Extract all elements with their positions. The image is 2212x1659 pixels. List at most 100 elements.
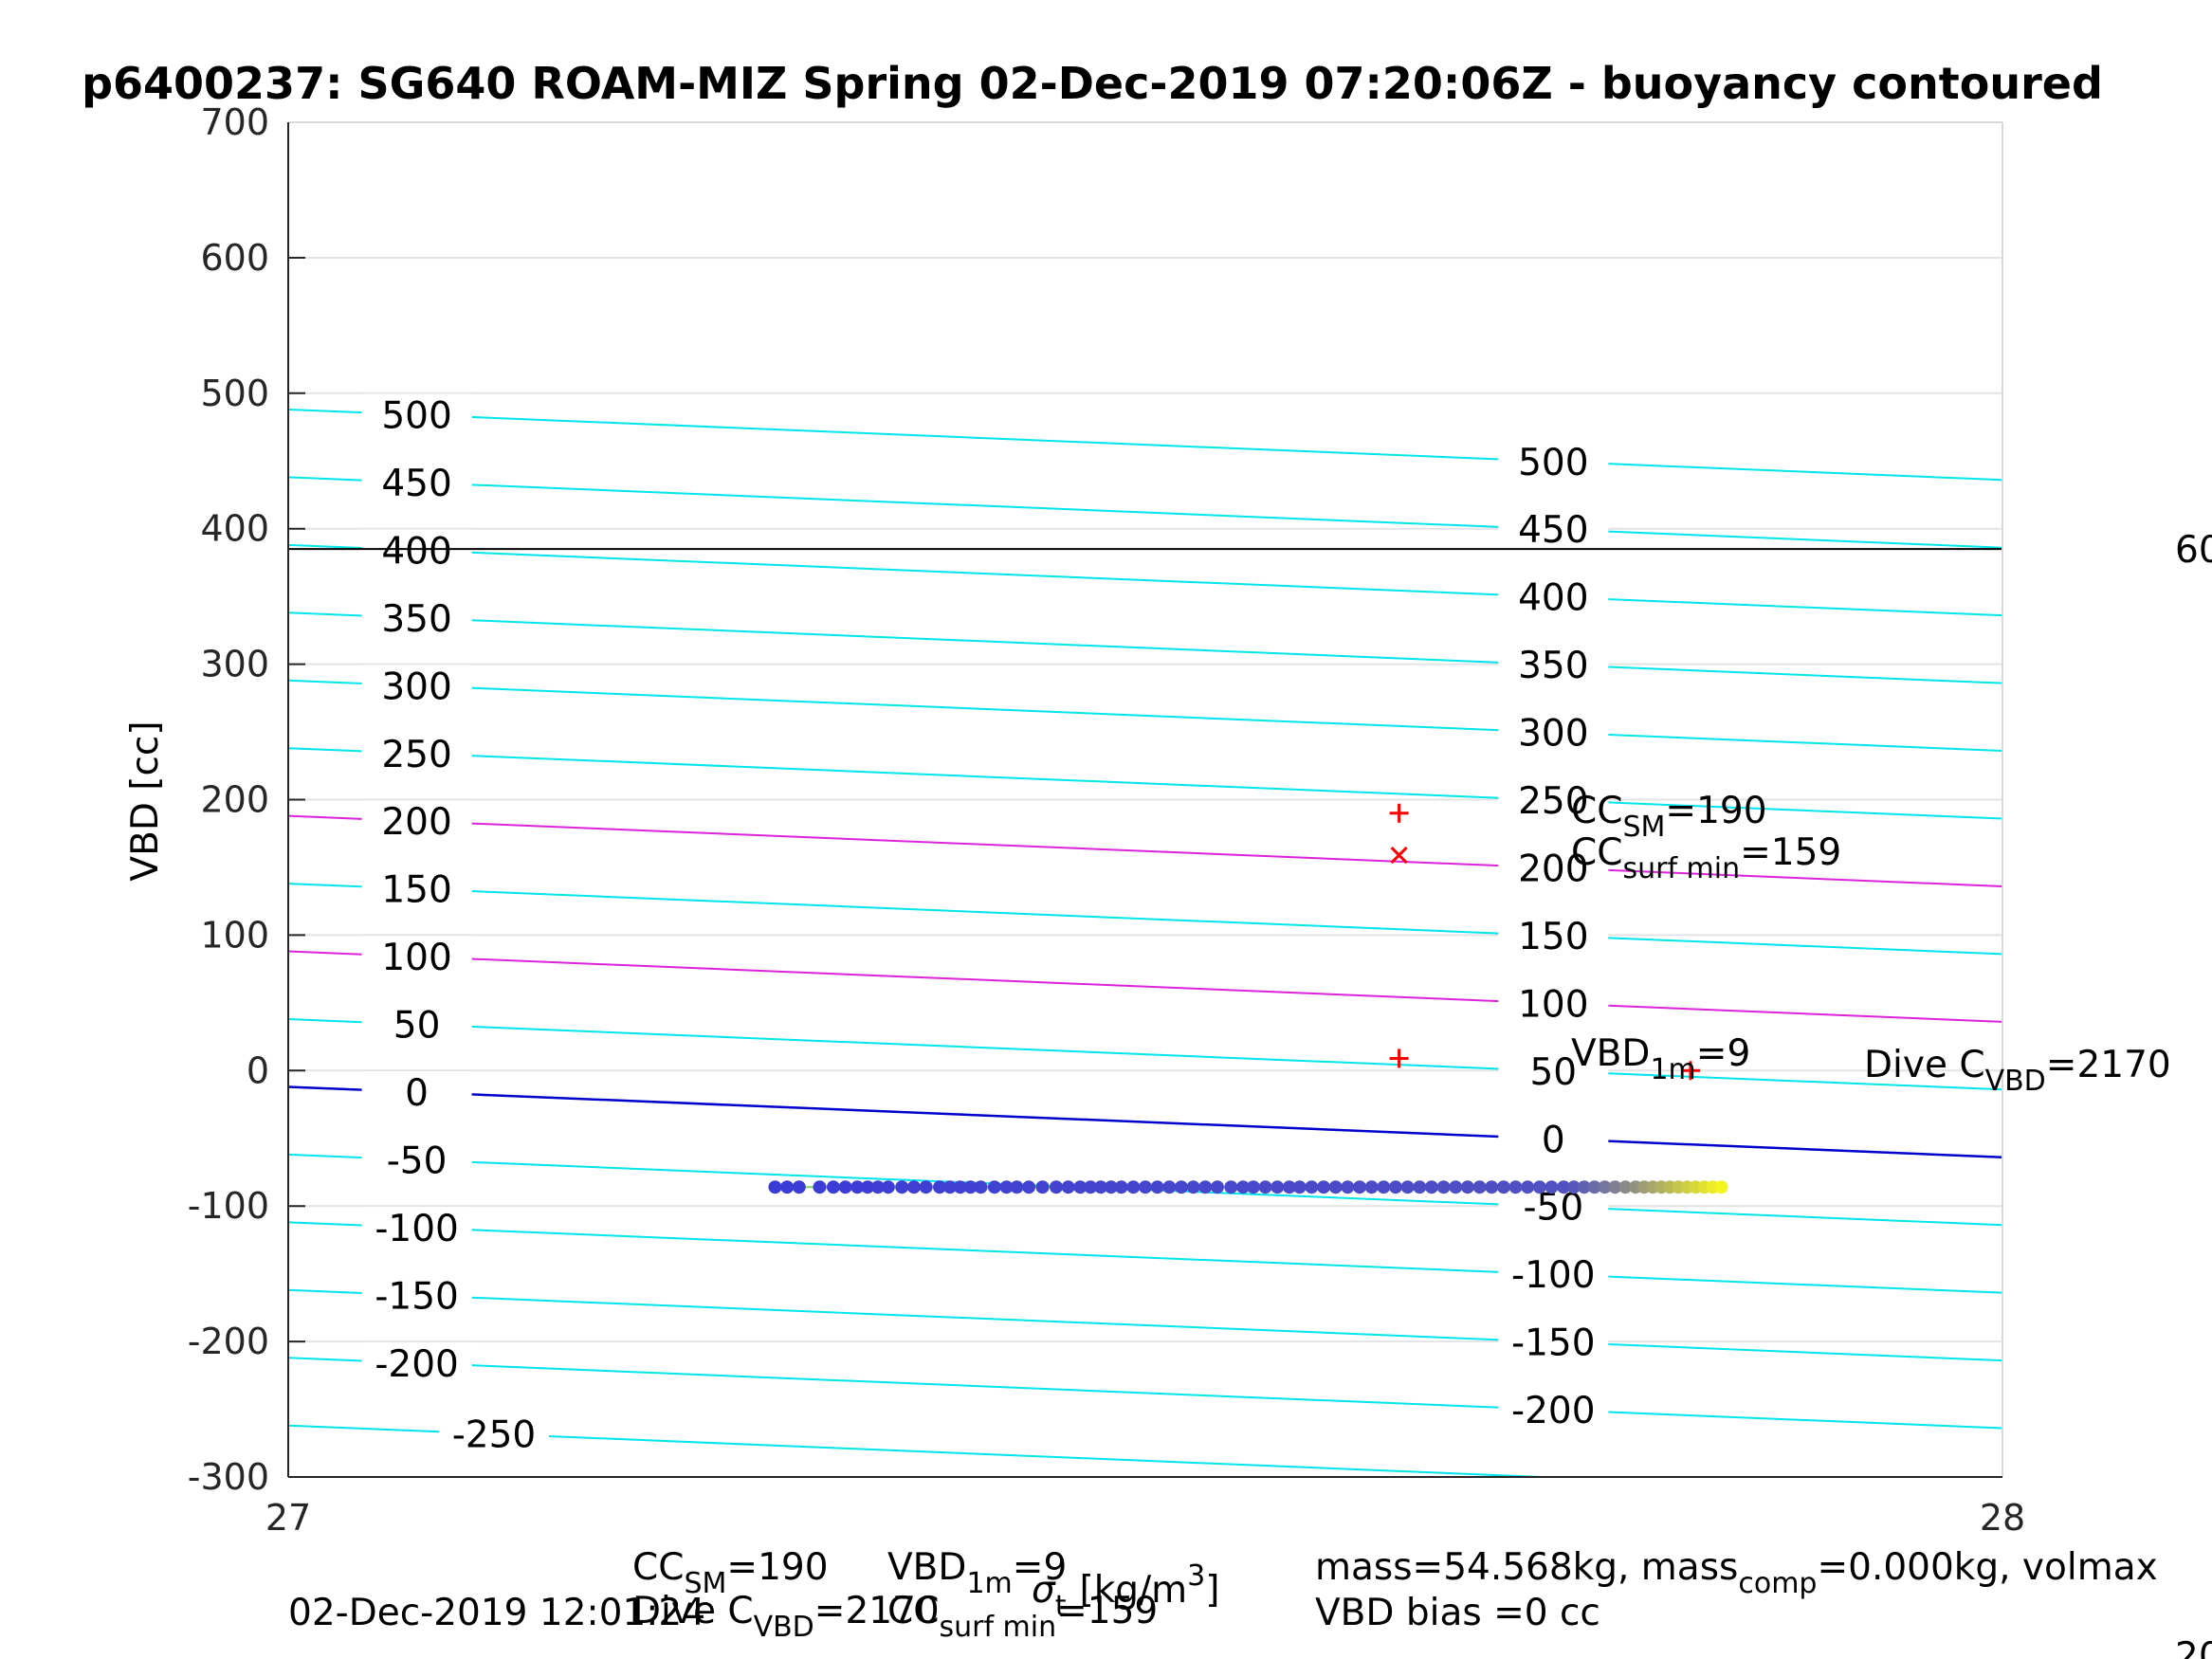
- x-tick-label: 27: [265, 1497, 311, 1539]
- data-point: [1388, 1180, 1402, 1194]
- data-point: [850, 1180, 865, 1194]
- contour-label-bg: [361, 1071, 472, 1114]
- data-point: [1508, 1180, 1523, 1194]
- data-point: [895, 1180, 909, 1194]
- footer-corner-value: 20: [2175, 1635, 2212, 1659]
- contour-label: -200: [375, 1343, 459, 1386]
- data-point: [1174, 1180, 1188, 1194]
- data-point: [1545, 1180, 1559, 1194]
- data-point: [1061, 1180, 1075, 1194]
- contour-label: -250: [452, 1414, 537, 1457]
- data-point: [1618, 1180, 1633, 1194]
- contour-label: 100: [1518, 983, 1588, 1026]
- contour-label-bg: [361, 1003, 472, 1046]
- data-point: [987, 1180, 1001, 1194]
- data-point: [933, 1180, 947, 1194]
- data-point: [1460, 1180, 1474, 1194]
- contour-label: 50: [1529, 1051, 1577, 1094]
- contour-label: -50: [1523, 1187, 1583, 1230]
- contour-line: [287, 679, 2003, 753]
- contour-label-bg: [1498, 1118, 1609, 1160]
- contour-label: -150: [1511, 1322, 1596, 1365]
- contour-line: [287, 611, 2003, 684]
- data-point: [881, 1180, 895, 1194]
- contour-label: 500: [381, 395, 451, 438]
- data-point: [1472, 1180, 1487, 1194]
- y-tick-label: -200: [188, 1321, 269, 1362]
- y-tick-label: 100: [200, 914, 269, 956]
- contour-label: 250: [381, 734, 451, 776]
- contour-line: [287, 543, 2003, 617]
- data-point: [1577, 1180, 1591, 1194]
- data-point: [1022, 1180, 1036, 1194]
- data-point: [1126, 1180, 1141, 1194]
- data-point: [1317, 1180, 1331, 1194]
- contour-label-bg: [361, 461, 472, 503]
- contour-label-bg: [361, 867, 472, 910]
- contour-labels: -250 -200 -150 -100 -50 0 50 100 150 200 250 300 350…: [361, 393, 1609, 1457]
- contour-label-bg: [361, 393, 472, 436]
- contour-label-bg: [1498, 779, 1609, 822]
- contour-label-bg: [361, 1139, 472, 1181]
- contour-label-bg: [438, 1413, 549, 1455]
- contour-line: [287, 883, 2003, 956]
- data-point: [1424, 1180, 1438, 1194]
- contour-label: 300: [1518, 713, 1588, 756]
- data-point: [861, 1180, 875, 1194]
- contour-label: 350: [1518, 645, 1588, 687]
- red-markers: [1389, 803, 1700, 1081]
- contour-label: 100: [381, 937, 451, 979]
- x-tick-label: 28: [1980, 1497, 2025, 1539]
- contour-label: 400: [1518, 577, 1588, 620]
- axes: [287, 121, 2003, 1478]
- data-point: [826, 1180, 840, 1194]
- chart-title: p6400237: SG640 ROAM-MIZ Spring 02-Dec-2…: [82, 58, 2103, 109]
- contour-label: 0: [405, 1072, 429, 1115]
- data-point: [1353, 1180, 1366, 1194]
- contour-label: 400: [381, 530, 451, 573]
- contour-label: 150: [381, 869, 451, 912]
- contour-line: [287, 1357, 2003, 1430]
- contour-label: 0: [1542, 1119, 1565, 1161]
- contour-label-bg: [361, 800, 472, 843]
- data-point: [1186, 1180, 1200, 1194]
- data-point: [1246, 1180, 1260, 1194]
- data-point: [780, 1180, 795, 1194]
- data-point: [974, 1180, 988, 1194]
- y-tick-label: -300: [188, 1456, 269, 1498]
- contour-label: 450: [1518, 509, 1588, 552]
- footer-dive-c-vbd: Dive CVBD=2170: [632, 1590, 940, 1644]
- data-point: [1049, 1180, 1063, 1194]
- contour-label-bg: [1498, 982, 1609, 1025]
- data-point: [1608, 1180, 1622, 1194]
- contour-line: [287, 476, 2003, 549]
- y-tick-label: 400: [200, 508, 269, 550]
- contour-label-bg: [361, 665, 472, 707]
- data-point: [1282, 1180, 1296, 1194]
- data-point: [1436, 1180, 1451, 1194]
- data-point: [1258, 1180, 1272, 1194]
- contour-line: [287, 408, 2003, 482]
- data-point: [1587, 1180, 1601, 1194]
- data-point: [1093, 1180, 1107, 1194]
- contour-label-bg: [361, 732, 472, 775]
- data-point: [1496, 1180, 1510, 1194]
- contour-label: -200: [1511, 1390, 1596, 1432]
- data-point: [963, 1180, 978, 1194]
- data-point: [870, 1180, 885, 1194]
- data-point: [1010, 1180, 1024, 1194]
- y-tick-label: -100: [188, 1185, 269, 1227]
- footer-vbd-1m: VBD1m=9: [887, 1546, 1067, 1600]
- data-points: [768, 1180, 1728, 1194]
- y-tick-label: 200: [200, 779, 269, 821]
- contour-label: 150: [1518, 916, 1588, 958]
- data-point: [953, 1180, 967, 1194]
- contour-label: 500: [1518, 442, 1588, 484]
- contour-line: [287, 1085, 2003, 1159]
- data-point: [1198, 1180, 1213, 1194]
- data-point: [1521, 1180, 1535, 1194]
- contour-label-bg: [361, 1341, 472, 1384]
- data-point: [792, 1180, 806, 1194]
- contour-label-bg: [361, 596, 472, 639]
- y-tick-label: 0: [247, 1049, 269, 1091]
